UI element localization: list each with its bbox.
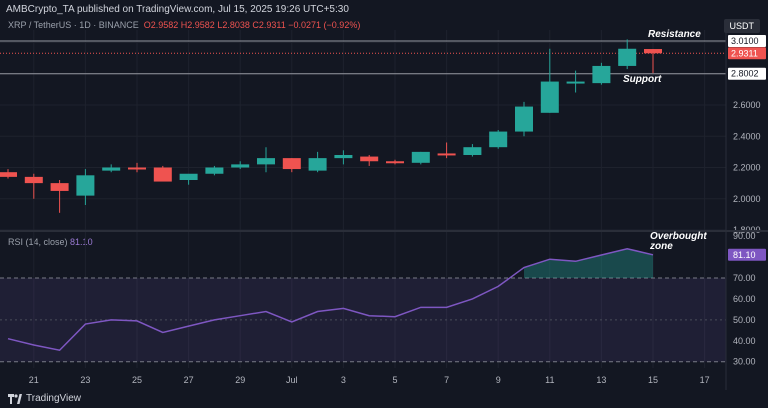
candle-body (231, 164, 250, 168)
price-axis-label: 2.6000 (733, 100, 761, 110)
footer-brand[interactable]: TradingView (8, 393, 81, 404)
candle-body (334, 155, 353, 159)
change-value: −0.0271 (−0.92%) (288, 20, 361, 30)
price-axis-label: 2.0000 (733, 194, 761, 204)
rsi-legend: RSI (14, close) 81.10 (8, 237, 93, 247)
x-tick-label: 5 (392, 375, 397, 385)
symbol-label[interactable]: XRP / TetherUS · 1D · BINANCE (8, 20, 139, 30)
current-price-badge: 2.9311 (731, 48, 758, 58)
x-tick-label: 3 (341, 375, 346, 385)
rsi-value-badge: 81.10 (733, 250, 756, 260)
candle-body (411, 151, 430, 163)
grid (0, 30, 726, 368)
currency-label[interactable]: USDT (723, 19, 760, 33)
candle-body (205, 167, 224, 174)
x-tick-label: 15 (648, 375, 658, 385)
candle-body (360, 156, 379, 162)
level-lines (0, 40, 726, 75)
price-axis-label: 2.2000 (733, 163, 761, 173)
candle-body (102, 167, 121, 171)
candle-body (437, 153, 456, 156)
current-price-badge-bg (728, 47, 766, 60)
support-badge-bg (728, 67, 766, 80)
support-note: Support (623, 74, 662, 85)
resistance-note: Resistance (648, 29, 701, 40)
candle-body (566, 81, 585, 84)
price-legend: XRP / TetherUS · 1D · BINANCE O2.9582 H2… (8, 20, 360, 30)
rsi-axis-label: 60.00 (733, 294, 756, 304)
x-tick-label: 27 (184, 375, 194, 385)
candle-body (179, 173, 198, 180)
x-tick-label: 13 (596, 375, 606, 385)
rsi-axis-label: 30.00 (733, 357, 756, 367)
rsi-axis-label: 40.00 (733, 336, 756, 346)
candle-body (308, 158, 327, 171)
candle-body (489, 131, 508, 148)
candle-body (386, 161, 404, 164)
rsi-axis-label: 70.00 (733, 273, 756, 283)
candle-body (618, 48, 637, 66)
candles (0, 39, 662, 213)
rsi-line (7, 247, 654, 352)
publish-info: AMBCrypto_TA published on TradingView.co… (6, 4, 349, 15)
candle-body (463, 147, 482, 155)
overbought-note-line2: zone (649, 241, 673, 252)
candle-body (24, 176, 43, 184)
low-value: L2.8038 (217, 20, 250, 30)
candle-body (128, 167, 146, 170)
rsi-title[interactable]: RSI (14, close) (8, 237, 68, 247)
candle-body (50, 183, 69, 191)
x-tick-label: 7 (444, 375, 449, 385)
candle-body (515, 106, 533, 132)
candle-body (76, 175, 95, 196)
axes: 2123252729Jul3579111315173.00002.80002.6… (0, 30, 768, 390)
resistance-badge-bg (728, 34, 766, 47)
candle-body (257, 158, 275, 165)
candle-body (540, 81, 559, 113)
price-axis-label: 2.4000 (733, 131, 761, 141)
footer-brand-text: TradingView (26, 393, 82, 404)
x-tick-label: 21 (29, 375, 39, 385)
candle-body (0, 172, 17, 177)
rsi-axis-label: 90.00 (733, 231, 756, 241)
tradingview-logo-icon (8, 393, 22, 404)
x-tick-label: 17 (700, 375, 710, 385)
x-tick-label: 29 (235, 375, 245, 385)
rsi-line-group (7, 247, 654, 352)
rsi-legend-value: 81.10 (70, 237, 93, 247)
x-tick-label: 23 (80, 375, 90, 385)
x-tick-label: 25 (132, 375, 142, 385)
candle-body (644, 49, 662, 54)
support-badge: 2.8002 (731, 69, 759, 79)
rsi-axis-label: 50.00 (733, 315, 756, 325)
overbought-note-line1: Overbought (650, 231, 707, 242)
candle-body (153, 167, 172, 182)
resistance-badge: 3.0100 (731, 36, 759, 46)
candle-body (282, 158, 301, 170)
candle-body (592, 65, 611, 84)
high-value: H2.9582 (180, 20, 215, 30)
overbought-fill (524, 248, 653, 279)
rsi-value-badge-bg (728, 248, 766, 261)
x-tick-label: 11 (545, 375, 554, 385)
x-tick-label: 9 (496, 375, 501, 385)
x-tick-label: Jul (286, 375, 298, 385)
open-value: O2.9582 (143, 20, 179, 30)
close-value: C2.9311 (252, 20, 286, 30)
